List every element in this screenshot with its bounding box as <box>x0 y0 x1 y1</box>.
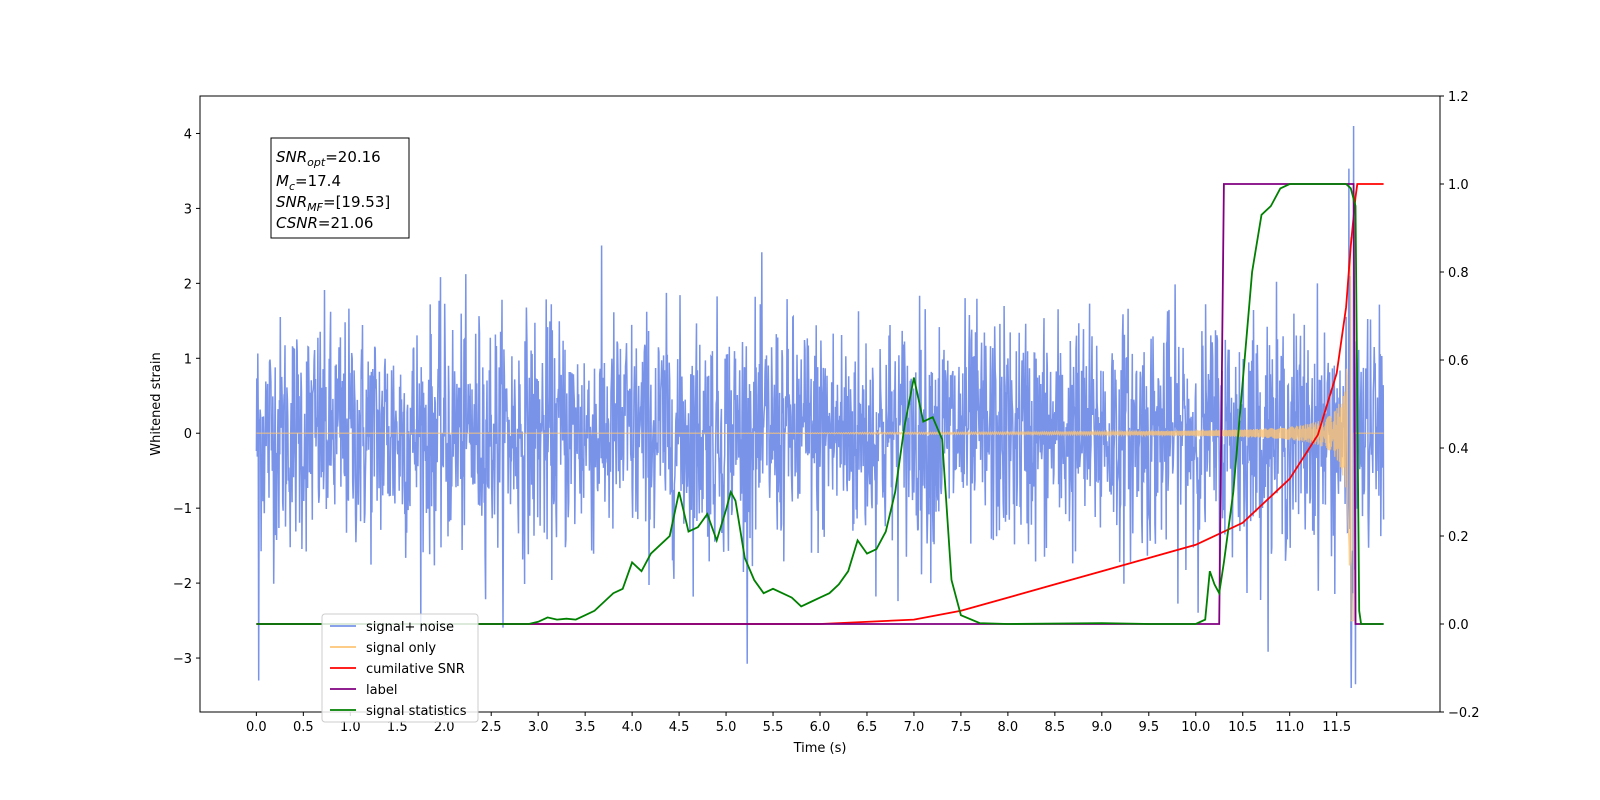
series-cumulative-snr <box>256 183 1384 625</box>
x-tick-label: 6.5 <box>857 720 878 735</box>
series-signal-only <box>256 237 1384 622</box>
y-left-tick-label: −2 <box>173 577 192 592</box>
x-tick-label: 7.5 <box>951 720 972 735</box>
x-tick-label: 0.5 <box>293 720 314 735</box>
series-signal-statistics <box>256 183 1384 625</box>
y-left-tick-label: −1 <box>173 502 192 517</box>
legend-entry-label: signal+ noise <box>366 620 454 635</box>
x-tick-label: 0.0 <box>246 720 267 735</box>
x-tick-label: 3.0 <box>528 720 549 735</box>
x-tick-label: 1.5 <box>387 720 408 735</box>
x-tick-label: 5.0 <box>716 720 737 735</box>
legend-entry-label: label <box>366 683 397 698</box>
x-tick-label: 1.0 <box>340 720 361 735</box>
annotation-snr-mf: SNRMF=[19.53] <box>276 193 390 214</box>
legend: signal+ noise signal only cumilative SNR la… <box>321 613 479 723</box>
y-axis-left: 4 3 2 1 0 −1 −2 −3 <box>173 127 200 667</box>
x-tick-label: 7.0 <box>904 720 925 735</box>
y-right-tick-label: 1.2 <box>1448 90 1469 105</box>
annotation-mc: Mc=17.4 <box>276 172 341 193</box>
annotation-csnr: CSNR=21.06 <box>276 214 373 232</box>
legend-entry-label: cumilative SNR <box>366 662 465 677</box>
y-left-tick-label: 2 <box>184 277 192 292</box>
y-left-tick-label: 1 <box>184 352 192 367</box>
x-tick-label: 6.0 <box>810 720 831 735</box>
y-axis-label: Whitened strain <box>149 352 164 455</box>
annotation-box: SNRopt=20.16 Mc=17.4 SNRMF=[19.53] CSNR=… <box>270 137 410 239</box>
y-left-tick-label: 3 <box>184 202 192 217</box>
x-tick-label: 11.5 <box>1322 720 1351 735</box>
annotation-snr-opt: SNRopt=20.16 <box>276 148 381 169</box>
y-right-tick-label: 0.8 <box>1448 266 1469 281</box>
x-tick-label: 2.0 <box>434 720 455 735</box>
x-axis-label: Time (s) <box>793 741 847 756</box>
y-left-tick-label: 4 <box>184 127 192 142</box>
y-right-tick-label: 1.0 <box>1448 178 1469 193</box>
legend-frame <box>321 613 479 723</box>
y-axis-right: 1.2 1.0 0.8 0.6 0.4 0.2 0.0 −0.2 <box>1440 90 1480 721</box>
x-tick-label: 10.0 <box>1181 720 1210 735</box>
x-axis: 0.0 0.5 1.0 1.5 2.0 2.5 3.0 3.5 4.0 4.5 5.0 5.5 6.0 6… <box>246 712 1351 735</box>
x-tick-label: 4.5 <box>669 720 690 735</box>
y-right-tick-label: 0.4 <box>1448 442 1469 457</box>
y-right-tick-label: 0.2 <box>1448 530 1469 545</box>
legend-entry-label: signal statistics <box>366 704 467 719</box>
y-left-tick-label: −3 <box>173 652 192 667</box>
legend-entry-label: signal only <box>366 641 436 656</box>
x-tick-label: 8.0 <box>998 720 1019 735</box>
y-right-tick-label: −0.2 <box>1448 706 1480 721</box>
y-right-tick-label: 0.0 <box>1448 618 1469 633</box>
plot-area <box>255 125 1385 689</box>
y-left-tick-label: 0 <box>184 427 192 442</box>
x-tick-label: 5.5 <box>763 720 784 735</box>
x-tick-label: 9.5 <box>1138 720 1159 735</box>
x-tick-label: 10.5 <box>1228 720 1257 735</box>
x-tick-label: 9.0 <box>1091 720 1112 735</box>
x-tick-label: 11.0 <box>1275 720 1304 735</box>
y-right-tick-label: 0.6 <box>1448 354 1469 369</box>
series-signal-noise <box>255 125 1385 689</box>
x-tick-label: 4.0 <box>622 720 643 735</box>
x-tick-label: 8.5 <box>1045 720 1066 735</box>
x-tick-label: 3.5 <box>575 720 596 735</box>
x-tick-label: 2.5 <box>481 720 502 735</box>
annotation-frame <box>270 137 410 239</box>
